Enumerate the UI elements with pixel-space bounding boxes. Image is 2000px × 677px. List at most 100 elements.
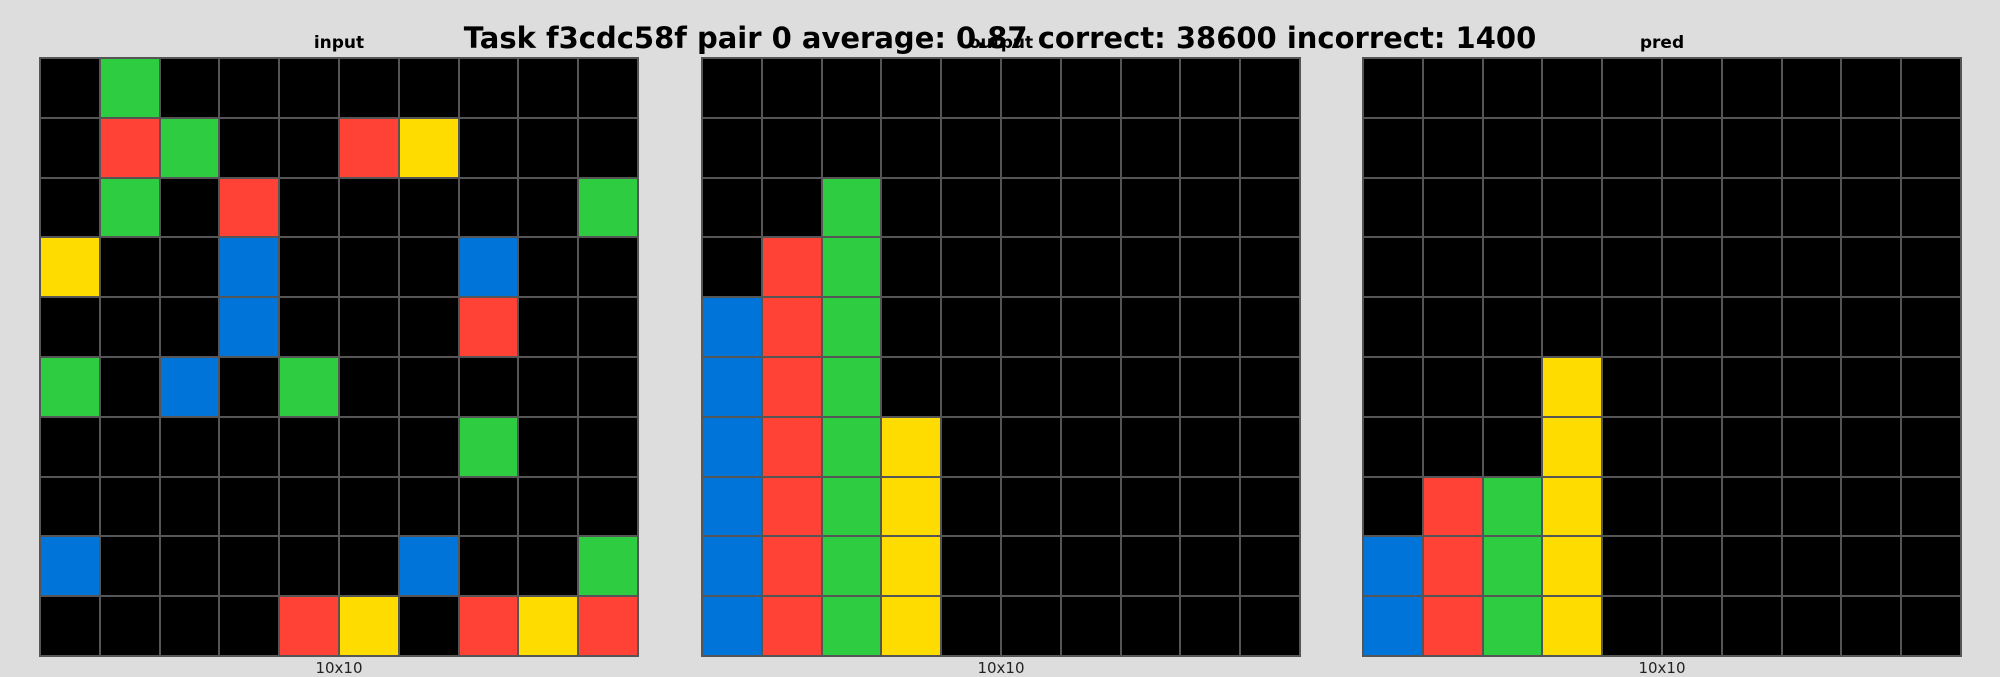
grid-cell — [761, 596, 822, 656]
grid-cell — [1901, 476, 1961, 537]
grid-cell — [702, 476, 762, 537]
grid-cell — [881, 536, 942, 597]
grid-cell — [1240, 117, 1300, 178]
grid-cell — [1422, 476, 1483, 537]
grid-cell — [1841, 177, 1902, 238]
grid-cell — [1661, 596, 1722, 656]
grid-cell — [1000, 177, 1061, 238]
grid-cell — [1240, 536, 1300, 597]
grid-cell — [1180, 117, 1241, 178]
grid-cell — [1901, 416, 1961, 477]
pred-size-label: 10x10 — [1638, 659, 1686, 677]
grid-cell — [219, 416, 280, 477]
grid-cell — [1060, 237, 1121, 298]
grid-cell — [458, 596, 519, 656]
pred-panel-title: pred — [1639, 33, 1685, 53]
grid-cell — [1841, 476, 1902, 537]
grid-cell — [1542, 58, 1603, 118]
grid-cell — [1482, 297, 1543, 357]
grid-cell — [1363, 58, 1423, 118]
grid-cell — [1363, 476, 1423, 537]
grid-cell — [1542, 596, 1603, 656]
grid-cell — [219, 58, 280, 118]
grid-cell — [702, 356, 762, 417]
grid-cell — [1120, 536, 1181, 597]
grid-cell — [1602, 58, 1662, 118]
grid-cell — [578, 297, 638, 357]
grid-cell — [1542, 237, 1603, 298]
grid-cell — [1721, 476, 1782, 537]
grid-cell — [1721, 237, 1782, 298]
grid-cell — [1602, 476, 1662, 537]
grid-cell — [578, 356, 638, 417]
grid-cell — [821, 536, 882, 597]
grid-cell — [159, 297, 220, 357]
grid-cell — [1482, 596, 1543, 656]
grid-cell — [1542, 476, 1603, 537]
grid-cell — [1721, 58, 1782, 118]
grid-cell — [821, 58, 882, 118]
grid-cell — [518, 536, 579, 597]
grid-cell — [578, 476, 638, 537]
grid-cell — [881, 117, 942, 178]
grid-cell — [702, 297, 762, 357]
grid-cell — [1721, 177, 1782, 238]
grid-cell — [1661, 117, 1722, 178]
grid-cell — [1240, 177, 1300, 238]
grid-cell — [1120, 177, 1181, 238]
output-panel: output 10x10 — [701, 0, 1301, 677]
grid-cell — [219, 596, 280, 656]
grid-cell — [1841, 416, 1902, 477]
input-panel: input 10x10 — [39, 0, 639, 677]
grid-cell — [1240, 237, 1300, 298]
grid-cell — [338, 237, 399, 298]
grid-cell — [578, 596, 638, 656]
grid-cell — [1422, 297, 1483, 357]
grid-cell — [1000, 476, 1061, 537]
grid-cell — [821, 297, 882, 357]
grid-cell — [1363, 596, 1423, 656]
grid-cell — [279, 596, 339, 656]
grid-cell — [1422, 177, 1483, 238]
grid-cell — [1422, 536, 1483, 597]
grid-cell — [578, 237, 638, 298]
grid-cell — [1781, 476, 1842, 537]
grid-cell — [40, 416, 100, 477]
grid-cell — [1060, 416, 1121, 477]
grid-cell — [40, 117, 100, 178]
grid-cell — [1363, 177, 1423, 238]
grid-cell — [1482, 117, 1543, 178]
grid-cell — [1661, 297, 1722, 357]
grid-cell — [1363, 237, 1423, 298]
grid-cell — [458, 297, 519, 357]
grid-cell — [1422, 237, 1483, 298]
grid-cell — [1240, 596, 1300, 656]
output-grid — [701, 57, 1301, 657]
grid-cell — [1000, 117, 1061, 178]
grid-cell — [159, 356, 220, 417]
grid-cell — [821, 177, 882, 238]
grid-cell — [941, 416, 1001, 477]
grid-cell — [761, 476, 822, 537]
grid-cell — [159, 58, 220, 118]
grid-cell — [518, 177, 579, 238]
grid-cell — [1542, 356, 1603, 417]
grid-cell — [1602, 177, 1662, 238]
grid-cell — [1180, 596, 1241, 656]
grid-cell — [1901, 536, 1961, 597]
grid-cell — [279, 416, 339, 477]
grid-cell — [1482, 177, 1543, 238]
grid-cell — [99, 596, 160, 656]
grid-cell — [1180, 476, 1241, 537]
grid-cell — [1721, 416, 1782, 477]
grid-cell — [1060, 117, 1121, 178]
grid-cell — [1602, 536, 1662, 597]
grid-cell — [1661, 58, 1722, 118]
grid-cell — [159, 117, 220, 178]
grid-cell — [398, 416, 459, 477]
grid-cell — [1120, 476, 1181, 537]
grid-cell — [398, 476, 459, 537]
grid-cell — [821, 117, 882, 178]
pred-panel: pred 10x10 — [1362, 0, 1962, 677]
grid-cell — [1422, 117, 1483, 178]
